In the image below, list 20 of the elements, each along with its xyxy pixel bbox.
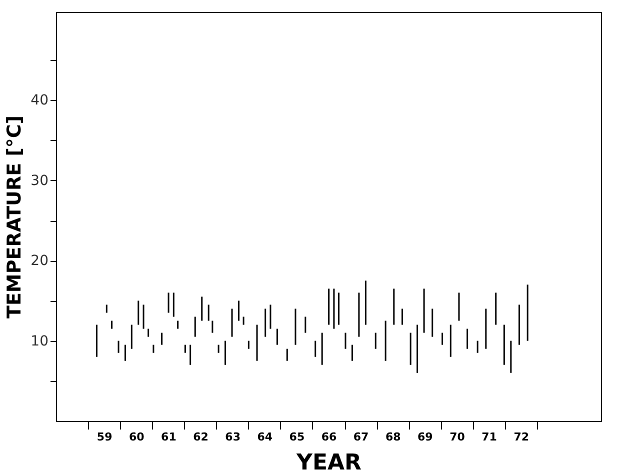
- x-tick-label: 63: [225, 430, 240, 444]
- y-tick-label: 10: [30, 333, 48, 350]
- x-tick-label: 59: [96, 430, 112, 444]
- y-tick-label: 30: [30, 172, 48, 189]
- x-tick-label: 71: [482, 430, 497, 444]
- x-axis-title: YEAR: [296, 450, 362, 473]
- x-tick-label: 66: [321, 430, 337, 444]
- y-axis-title: TEMPERATURE [°C]: [4, 115, 26, 319]
- x-tick-label: 61: [161, 430, 176, 444]
- x-tick-label: 64: [257, 430, 273, 444]
- x-tick-label: 69: [418, 430, 433, 444]
- x-tick-label: 67: [353, 430, 369, 444]
- x-tick-label: 70: [450, 430, 466, 444]
- x-tick-label: 62: [193, 430, 208, 444]
- x-tick-label: 68: [385, 430, 401, 444]
- x-tick-label: 65: [289, 430, 305, 444]
- y-tick-label: 40: [30, 92, 48, 109]
- x-tick-label: 60: [128, 430, 145, 444]
- y-tick-label: 20: [30, 253, 48, 270]
- x-tick-label: 72: [514, 430, 530, 444]
